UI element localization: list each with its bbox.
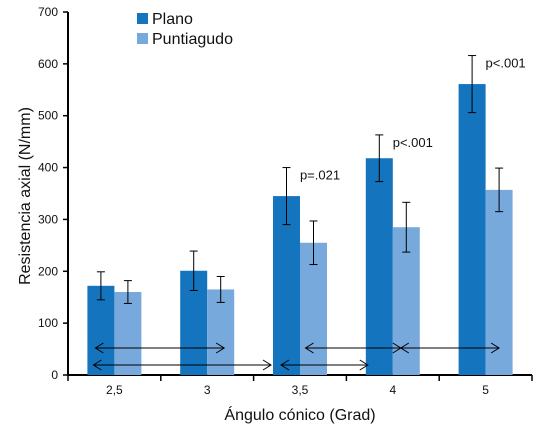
axes: 0 100 200 300 400 500 600 700 2,5 3 3,5 4 5 — [38, 5, 533, 397]
arrow-head — [280, 359, 290, 371]
y-tick-label: 300 — [38, 212, 58, 226]
arrow-head — [94, 342, 104, 354]
p-value-label: p=.021 — [300, 168, 340, 183]
x-axis-title: Ángulo cónico (Grad) — [224, 405, 375, 424]
arrow-head — [399, 342, 410, 354]
arrow-head — [304, 342, 314, 354]
legend-swatch — [137, 33, 148, 44]
error-bars — [96, 55, 504, 304]
bar — [273, 196, 300, 375]
y-tick-label: 500 — [38, 109, 58, 123]
bar — [207, 289, 235, 375]
arrow-head — [490, 342, 501, 354]
y-tick-label: 200 — [38, 264, 58, 278]
p-value-label: p<.001 — [486, 56, 526, 71]
arrow-head — [92, 359, 102, 371]
comparison-arrows — [92, 342, 501, 371]
legend-swatch — [137, 13, 148, 24]
arrow-head — [262, 359, 272, 371]
y-tick-label: 600 — [38, 57, 58, 71]
bars — [87, 84, 513, 376]
bar — [114, 292, 142, 375]
y-tick-label: 700 — [38, 5, 58, 19]
y-tick-label: 100 — [38, 316, 58, 330]
x-tick-label: 3 — [204, 383, 211, 397]
x-tick-label: 4 — [389, 383, 396, 397]
bar — [365, 158, 393, 375]
y-tick-label: 0 — [51, 368, 58, 382]
legend-label: Puntiagudo — [152, 31, 233, 48]
y-axis-title: Resistencia axial (N/mm) — [17, 107, 34, 285]
annotations: p=.021 p<.001 p<.001 — [300, 56, 526, 183]
x-tick-label: 2,5 — [106, 383, 123, 397]
x-tick-label: 5 — [482, 383, 489, 397]
bar — [458, 84, 486, 376]
arrow-head — [359, 359, 369, 371]
x-tick-label: 3,5 — [292, 383, 309, 397]
arrow-head — [215, 342, 226, 354]
legend-label: Plano — [152, 11, 193, 28]
y-tick-label: 400 — [38, 161, 58, 175]
legend: Plano Puntiagudo — [137, 11, 233, 48]
p-value-label: p<.001 — [393, 135, 433, 150]
bar — [485, 189, 513, 375]
